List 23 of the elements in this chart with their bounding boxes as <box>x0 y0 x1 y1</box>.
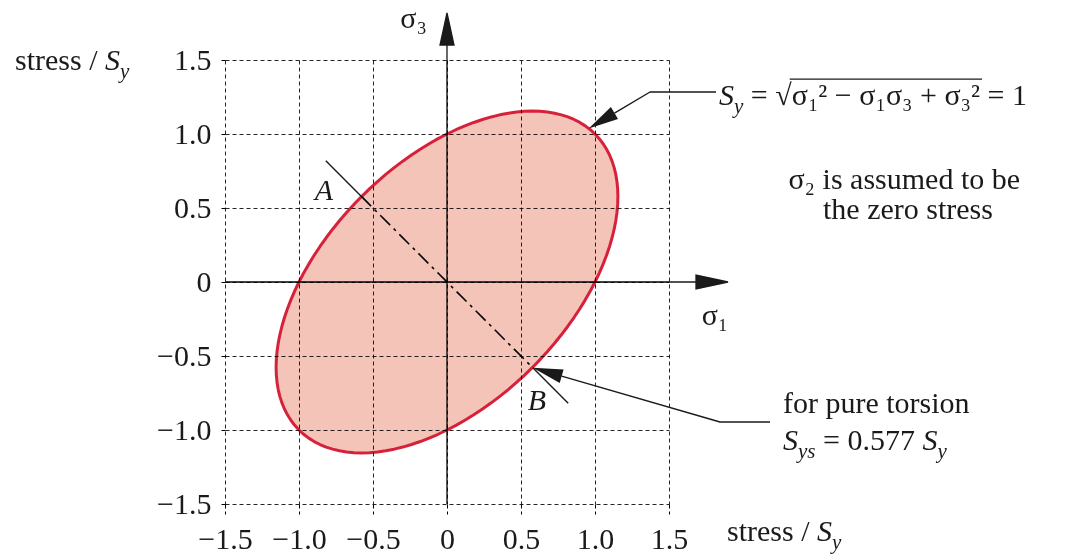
legend-label: σ₃ <box>400 1 427 34</box>
annotation: B <box>527 382 546 416</box>
ref-line-label: σ₁ <box>701 298 729 331</box>
x-tick-label: 0 <box>440 521 455 555</box>
text: for pure torsion S$_{ys}$ = 0.577 S$_{y}$ <box>783 386 978 464</box>
y-axis-title: stress / S$_{y}$ <box>15 43 130 84</box>
y-tick-label: 1.0 <box>174 116 212 150</box>
y-tick-label: 0.5 <box>174 190 212 224</box>
x-tick-label: −0.5 <box>346 521 401 555</box>
text: σ₂ is assumed to be the zero stress <box>788 162 1028 225</box>
y-tick-label: −1.0 <box>157 412 212 446</box>
y-tick-label: 0 <box>196 264 212 298</box>
x-axis-title: stress / S$_{y}$ <box>727 514 842 555</box>
x-tick-label: −1.5 <box>198 521 253 555</box>
y-tick-label: −0.5 <box>157 338 212 372</box>
x-tick-label: 1.5 <box>650 521 689 555</box>
annotation: A <box>312 173 334 207</box>
x-tick-label: 1.0 <box>576 521 615 555</box>
x-tick-label: 0.5 <box>502 521 541 555</box>
text: S$_{y}$ = √σ₁² − σ₁σ₃ + σ₃² = 1 <box>719 78 1027 119</box>
x-tick-label: −1.0 <box>272 521 327 555</box>
y-tick-label: −1.5 <box>157 486 212 520</box>
y-tick-label: 1.5 <box>174 42 212 76</box>
